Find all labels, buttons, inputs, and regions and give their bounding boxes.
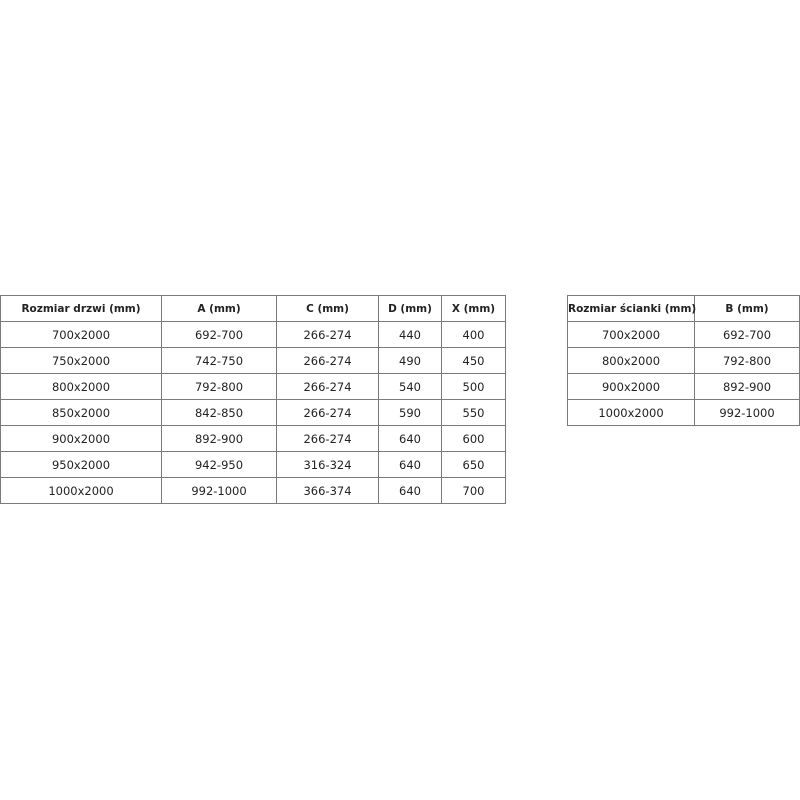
table-cell: 692-700 [694,321,800,348]
table-cell: 700x2000 [567,321,695,348]
table-cell: 440 [378,321,442,348]
table-cell: 892-900 [161,425,277,452]
table-row: 750x2000 742-750 266-274 490 450 [0,347,506,374]
table-cell: 892-900 [694,373,800,400]
door-size-table: Rozmiar drzwi (mm) A (mm) C (mm) D (mm) X (m… [0,295,506,504]
table-cell: 992-1000 [161,477,277,504]
table-header-row: Rozmiar ścianki (mm) B (mm) [567,295,800,322]
wall-size-table: Rozmiar ścianki (mm) B (mm) 700x2000 692-7… [567,295,800,426]
table-cell: 900x2000 [567,373,695,400]
column-header: D (mm) [378,295,442,322]
table-cell: 650 [441,451,506,478]
table-cell: 266-274 [276,425,379,452]
table-row: 700x2000 692-700 [567,321,800,348]
table-row: 900x2000 892-900 266-274 640 600 [0,425,506,452]
table-cell: 366-374 [276,477,379,504]
table-cell: 850x2000 [0,399,162,426]
table-cell: 692-700 [161,321,277,348]
column-header: Rozmiar drzwi (mm) [0,295,162,322]
table-cell: 700 [441,477,506,504]
column-header: B (mm) [694,295,800,322]
table-cell: 600 [441,425,506,452]
table-cell: 450 [441,347,506,374]
table-cell: 750x2000 [0,347,162,374]
table-cell: 540 [378,373,442,400]
table-cell: 842-850 [161,399,277,426]
column-header: A (mm) [161,295,277,322]
table-cell: 590 [378,399,442,426]
table-cell: 742-750 [161,347,277,374]
table-cell: 266-274 [276,399,379,426]
table-row: 1000x2000 992-1000 [567,399,800,426]
table-row: 1000x2000 992-1000 366-374 640 700 [0,477,506,504]
table-header-row: Rozmiar drzwi (mm) A (mm) C (mm) D (mm) X (m… [0,295,506,322]
table-cell: 400 [441,321,506,348]
table-cell: 950x2000 [0,451,162,478]
table-cell: 942-950 [161,451,277,478]
table-cell: 550 [441,399,506,426]
column-header: X (mm) [441,295,506,322]
table-row: 800x2000 792-800 [567,347,800,374]
table-row: 850x2000 842-850 266-274 590 550 [0,399,506,426]
table-cell: 640 [378,451,442,478]
table-row: 700x2000 692-700 266-274 440 400 [0,321,506,348]
table-cell: 640 [378,425,442,452]
table-cell: 900x2000 [0,425,162,452]
table-cell: 700x2000 [0,321,162,348]
table-cell: 500 [441,373,506,400]
table-cell: 316-324 [276,451,379,478]
table-row: 800x2000 792-800 266-274 540 500 [0,373,506,400]
column-header: C (mm) [276,295,379,322]
table-cell: 266-274 [276,373,379,400]
table-cell: 266-274 [276,321,379,348]
table-row: 950x2000 942-950 316-324 640 650 [0,451,506,478]
table-cell: 490 [378,347,442,374]
table-cell: 1000x2000 [0,477,162,504]
table-cell: 1000x2000 [567,399,695,426]
table-row: 900x2000 892-900 [567,373,800,400]
table-cell: 792-800 [694,347,800,374]
table-cell: 800x2000 [567,347,695,374]
table-cell: 792-800 [161,373,277,400]
column-header: Rozmiar ścianki (mm) [567,295,696,322]
table-cell: 266-274 [276,347,379,374]
table-cell: 800x2000 [0,373,162,400]
table-cell: 640 [378,477,442,504]
table-cell: 992-1000 [694,399,800,426]
